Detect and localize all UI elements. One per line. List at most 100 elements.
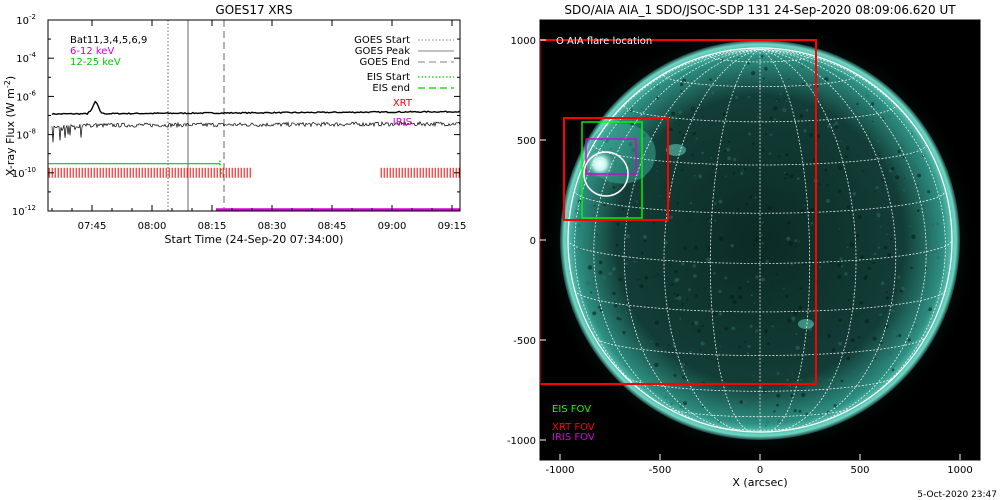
goes-x-axis-label: Start Time (24-Sep-20 07:34:00) <box>165 233 344 246</box>
solar-texture-dot <box>719 331 721 333</box>
solar-texture-dot <box>766 420 770 424</box>
solar-texture-dot <box>900 144 905 148</box>
solar-texture-dot <box>876 212 881 217</box>
solar-texture-dot <box>786 378 789 382</box>
solar-texture-dot <box>798 305 803 310</box>
goes-x-tick-label: 09:15 <box>438 221 467 232</box>
solar-texture-dot <box>865 91 868 94</box>
solar-texture-dot <box>838 165 843 170</box>
solar-texture-dot <box>803 204 806 207</box>
solar-texture-dot <box>875 186 879 190</box>
solar-texture-dot <box>803 129 807 133</box>
solar-texture-dot <box>765 425 767 427</box>
solar-texture-dot <box>761 242 765 245</box>
solar-texture-dot <box>755 329 759 333</box>
solar-texture-dot <box>693 245 698 250</box>
solar-texture-dot <box>891 309 895 313</box>
solar-texture-dot <box>718 199 723 204</box>
solar-texture-dot <box>897 275 901 279</box>
solar-texture-dot <box>839 257 843 261</box>
solar-texture-dot <box>719 345 721 348</box>
solar-texture-dot <box>797 177 800 180</box>
solar-texture-dot <box>669 127 673 132</box>
xrt-fov-large-box <box>540 39 817 385</box>
solar-texture-dot <box>761 123 763 126</box>
solar-texture-dot <box>930 223 935 227</box>
goes-x-tick-label: 08:00 <box>138 221 167 232</box>
solar-texture-dot <box>691 154 694 157</box>
solar-texture-dot <box>745 202 749 206</box>
goes-title: GOES17 XRS <box>215 3 292 17</box>
goes-y-tick-label: 10-2 <box>16 13 36 27</box>
solar-texture-dot <box>865 94 870 98</box>
solar-texture-dot <box>914 324 918 328</box>
solar-limb <box>567 47 953 433</box>
solar-texture-dot <box>673 373 677 377</box>
solar-texture-dot <box>761 75 764 78</box>
grid-longitude-line <box>759 49 953 241</box>
solar-texture-dot <box>749 324 753 328</box>
solar-texture-dot <box>846 356 851 361</box>
solar-texture-dot <box>885 233 888 236</box>
solar-texture-dot <box>921 235 924 238</box>
solar-texture-dot <box>722 122 725 124</box>
solar-texture-dot <box>697 328 702 334</box>
solar-texture-dot <box>711 91 715 95</box>
solar-texture-dot <box>721 393 725 397</box>
solar-texture-dot <box>781 118 783 121</box>
solar-texture-dot <box>791 263 793 266</box>
solar-texture-dot <box>765 260 769 264</box>
solar-texture-dot <box>895 175 900 180</box>
solar-texture-dot <box>637 278 640 281</box>
solar-texture-dot <box>786 236 791 241</box>
solar-texture-dot <box>686 298 688 301</box>
solar-texture-dot <box>785 100 788 103</box>
solar-texture-dot <box>683 377 686 380</box>
solar-texture-dot <box>852 192 857 196</box>
goes-y-tick-label: 10-12 <box>12 204 36 218</box>
aia-x-tick-label: 500 <box>850 465 869 476</box>
solar-texture-dot <box>678 131 682 134</box>
solar-texture-dot <box>794 246 797 249</box>
solar-texture-dot <box>836 78 840 82</box>
solar-texture-dot <box>860 255 865 259</box>
solar-texture-dot <box>615 243 619 247</box>
solar-texture-dot <box>677 295 682 301</box>
solar-texture-dot <box>760 54 764 58</box>
solar-texture-dot <box>917 173 921 178</box>
solar-texture-dot <box>831 348 836 352</box>
solar-texture-dot <box>776 273 778 276</box>
solar-texture-dot <box>691 322 694 326</box>
goes-legend-marker-label: EIS Start <box>367 72 410 83</box>
solar-texture-dot <box>799 378 803 382</box>
solar-texture-dot <box>675 277 680 282</box>
solar-texture-dot <box>577 223 582 228</box>
solar-texture-dot <box>802 82 805 86</box>
solar-texture-dot <box>838 228 840 230</box>
solar-texture-dot <box>655 342 660 347</box>
solar-texture-dot <box>718 312 723 316</box>
solar-texture-dot <box>798 240 800 243</box>
solar-texture-dot <box>868 266 871 270</box>
solar-texture-dot <box>797 350 800 352</box>
solar-texture-dot <box>751 142 755 146</box>
solar-texture-dot <box>737 207 740 211</box>
solar-texture-dot <box>683 246 687 250</box>
goes-xrs-panel: GOES17 XRS 10-2 10-4 10-6 10-8 10-10 10-12 07… <box>3 3 466 246</box>
solar-texture-dot <box>673 292 676 295</box>
solar-texture-dot <box>825 198 830 203</box>
solar-texture-dot <box>680 362 686 367</box>
solar-texture-dot <box>847 298 850 302</box>
solar-texture-dot <box>743 167 747 171</box>
solar-texture-dot <box>775 99 779 103</box>
solar-texture-dot <box>887 115 891 119</box>
solar-texture-dot <box>714 398 717 401</box>
solar-texture-dot <box>625 234 631 239</box>
solar-texture-dot <box>891 329 896 334</box>
grid-longitude-line <box>759 49 927 428</box>
solar-texture-dot <box>731 326 736 331</box>
solar-texture-dot <box>711 359 713 361</box>
solar-texture-dot <box>603 203 606 207</box>
solar-texture-dot <box>898 333 902 338</box>
